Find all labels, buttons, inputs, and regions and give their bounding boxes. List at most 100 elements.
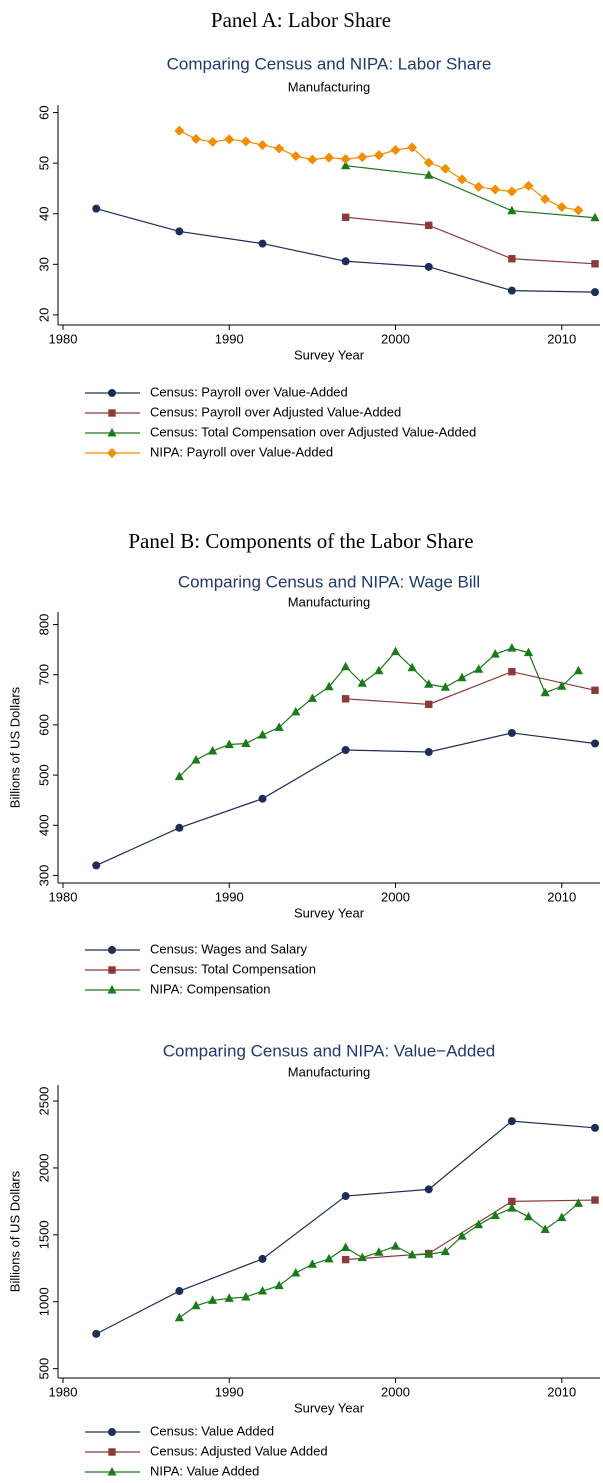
marker — [258, 794, 267, 803]
legend-label: Census: Payroll over Adjusted Value-Adde… — [150, 404, 401, 419]
marker — [591, 739, 600, 748]
marker — [591, 1123, 600, 1132]
marker — [241, 738, 251, 747]
marker — [341, 1242, 351, 1252]
marker — [324, 1253, 334, 1263]
marker — [174, 771, 184, 781]
marker — [191, 755, 201, 764]
marker — [208, 1295, 218, 1304]
marker — [258, 1254, 267, 1263]
marker — [523, 647, 534, 657]
x-tick-label: 1990 — [215, 889, 244, 904]
y-axis-label: Billions of US Dollars — [7, 1170, 22, 1292]
marker — [374, 665, 384, 675]
legend-label: Census: Total Compensation over Adjusted… — [150, 424, 476, 439]
y-tick-label: 2500 — [36, 1087, 51, 1116]
marker — [540, 194, 551, 205]
marker — [357, 678, 367, 687]
marker — [307, 1259, 317, 1268]
x-tick-label: 1980 — [49, 1384, 78, 1399]
y-tick-label: 2000 — [36, 1153, 51, 1182]
series-line — [179, 1202, 579, 1319]
chart-title: Comparing Census and NIPA: Labor Share — [167, 54, 492, 73]
marker — [341, 746, 350, 755]
marker — [307, 154, 318, 165]
legend-label: NIPA: Payroll over Value-Added — [150, 444, 333, 459]
marker — [507, 1117, 516, 1126]
marker — [257, 729, 268, 739]
legend-label: Census: Adjusted Value Added — [150, 1443, 328, 1458]
series-line — [95, 1120, 596, 1335]
y-tick-label: 1000 — [36, 1287, 51, 1316]
marker — [425, 221, 433, 230]
marker — [424, 170, 434, 179]
marker — [508, 255, 516, 263]
marker — [490, 1210, 500, 1219]
legend-marker — [108, 1428, 116, 1436]
x-tick-label: 2000 — [381, 331, 410, 346]
marker — [291, 706, 301, 716]
legend-label: Census: Total Compensation — [150, 961, 316, 976]
marker — [341, 213, 350, 221]
marker — [207, 136, 218, 147]
marker — [540, 687, 550, 697]
marker — [457, 1231, 467, 1240]
marker — [341, 695, 350, 703]
marker — [508, 668, 516, 676]
x-tick-label: 2000 — [381, 1384, 410, 1399]
marker — [523, 1211, 534, 1221]
legend-marker — [108, 389, 116, 397]
legend-marker — [107, 428, 117, 437]
marker — [190, 133, 201, 144]
marker — [423, 157, 434, 168]
marker — [274, 143, 285, 154]
marker — [591, 288, 600, 297]
marker — [92, 861, 101, 870]
chart-title: Comparing Census and NIPA: Value−Added — [163, 1041, 496, 1060]
y-tick-label: 500 — [36, 1358, 51, 1380]
legend-marker — [108, 409, 116, 417]
marker — [591, 1196, 599, 1204]
y-tick-label: 500 — [36, 764, 51, 786]
marker — [341, 257, 350, 266]
marker — [174, 1312, 184, 1322]
series-line — [345, 165, 596, 219]
legend-label: NIPA: Compensation — [150, 981, 270, 996]
marker — [440, 163, 451, 174]
marker — [557, 1212, 567, 1221]
x-tick-label: 1980 — [49, 331, 78, 346]
marker — [341, 1255, 350, 1264]
marker — [540, 1224, 550, 1233]
marker — [390, 1241, 401, 1250]
marker — [174, 125, 185, 136]
marker — [224, 134, 235, 145]
marker — [457, 174, 468, 185]
marker — [490, 649, 500, 658]
marker — [324, 681, 334, 691]
series-line — [345, 216, 596, 265]
legend-label: NIPA: Value Added — [150, 1463, 259, 1478]
marker — [357, 152, 368, 163]
x-tick-label: 2000 — [381, 889, 410, 904]
marker — [590, 212, 600, 222]
marker — [507, 205, 517, 215]
marker — [507, 643, 517, 652]
marker — [473, 181, 484, 192]
legend-marker — [108, 966, 116, 974]
legend-marker — [107, 985, 117, 994]
marker — [424, 262, 433, 271]
marker — [591, 686, 599, 694]
legend-marker — [107, 1467, 117, 1476]
y-axis-label: Billions of US Dollars — [7, 686, 22, 808]
y-tick-label: 60 — [36, 105, 51, 119]
marker — [474, 664, 484, 673]
panel-heading: Panel B: Components of the Labor Share — [128, 529, 473, 553]
marker — [291, 1267, 301, 1277]
marker — [556, 202, 567, 213]
x-axis-label: Survey Year — [294, 1400, 365, 1415]
marker — [506, 186, 517, 197]
marker — [557, 681, 567, 690]
y-tick-label: 700 — [36, 664, 51, 686]
y-tick-label: 1500 — [36, 1220, 51, 1249]
